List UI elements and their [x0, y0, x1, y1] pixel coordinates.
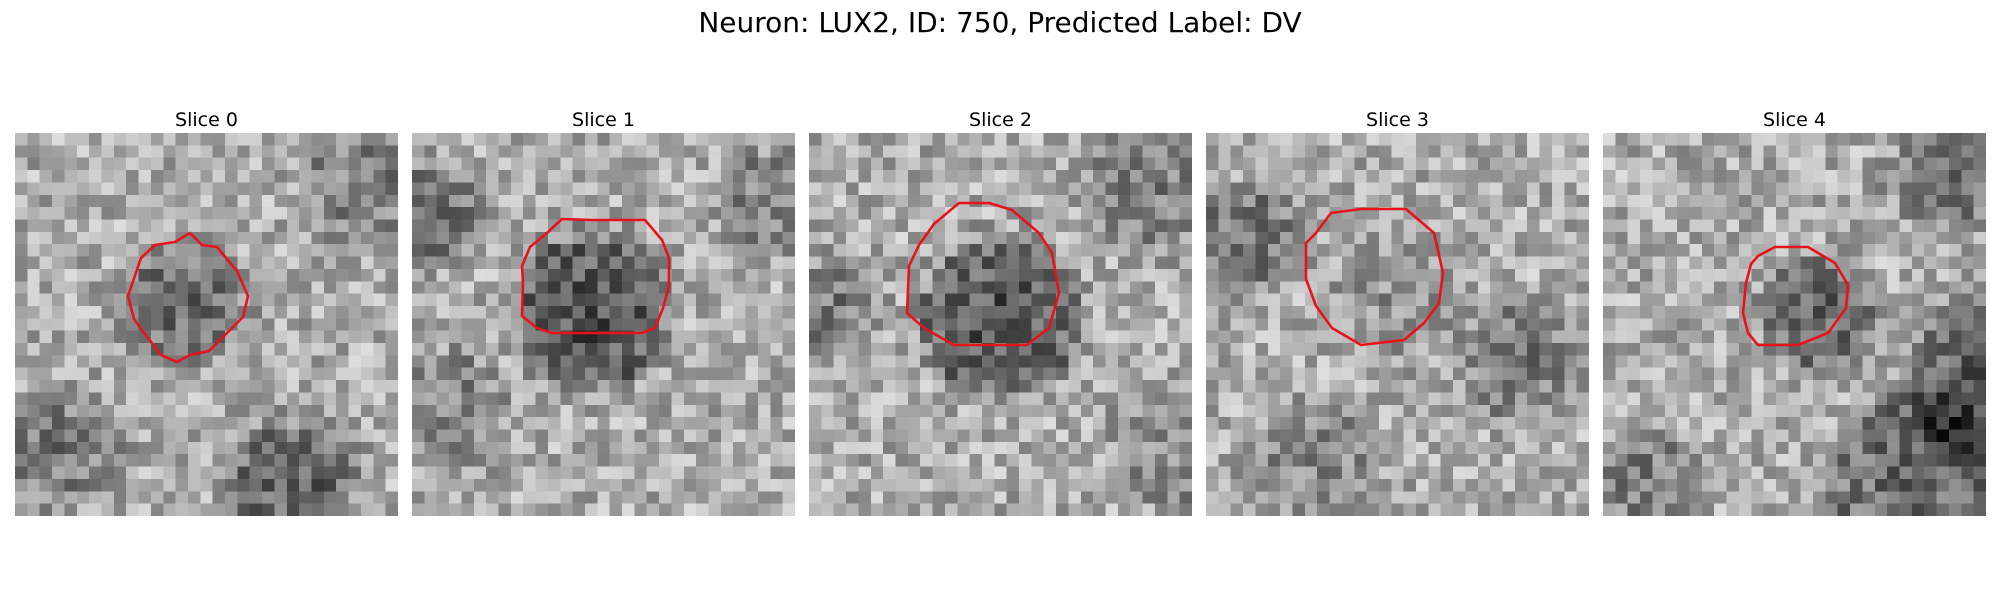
slice-image [809, 133, 1192, 516]
slice-panel-3: Slice 3 [1206, 108, 1589, 516]
roi-outline [126, 231, 250, 364]
slice-panel-2: Slice 2 [809, 108, 1192, 516]
slice-image [1603, 133, 1986, 516]
slice-title: Slice 4 [1763, 109, 1826, 131]
slice-panel-4: Slice 4 [1603, 108, 1986, 516]
slice-image [1206, 133, 1589, 516]
slice-title: Slice 2 [969, 109, 1032, 131]
slice-pixels [15, 133, 398, 516]
roi-outline [905, 201, 1061, 347]
slice-pixels [809, 133, 1192, 516]
slice-title: Slice 3 [1366, 109, 1429, 131]
roi-outline-svg [126, 231, 250, 364]
figure-title: Neuron: LUX2, ID: 750, Predicted Label: … [698, 6, 1302, 39]
slice-title: Slice 0 [175, 109, 238, 131]
slice-panel-1: Slice 1 [412, 108, 795, 516]
roi-outline [1741, 245, 1850, 347]
roi-outline-svg [905, 201, 1061, 347]
roi-outline [1304, 207, 1445, 347]
slice-panel-0: Slice 0 [15, 108, 398, 516]
slice-image [15, 133, 398, 516]
slice-pixels [412, 133, 795, 516]
roi-outline-svg [520, 217, 671, 335]
roi-outline-svg [1304, 207, 1445, 347]
slice-title: Slice 1 [572, 109, 635, 131]
roi-outline-svg [1741, 245, 1850, 347]
roi-outline [520, 217, 671, 335]
slice-image [412, 133, 795, 516]
slice-pixels [1206, 133, 1589, 516]
slice-pixels [1603, 133, 1986, 516]
